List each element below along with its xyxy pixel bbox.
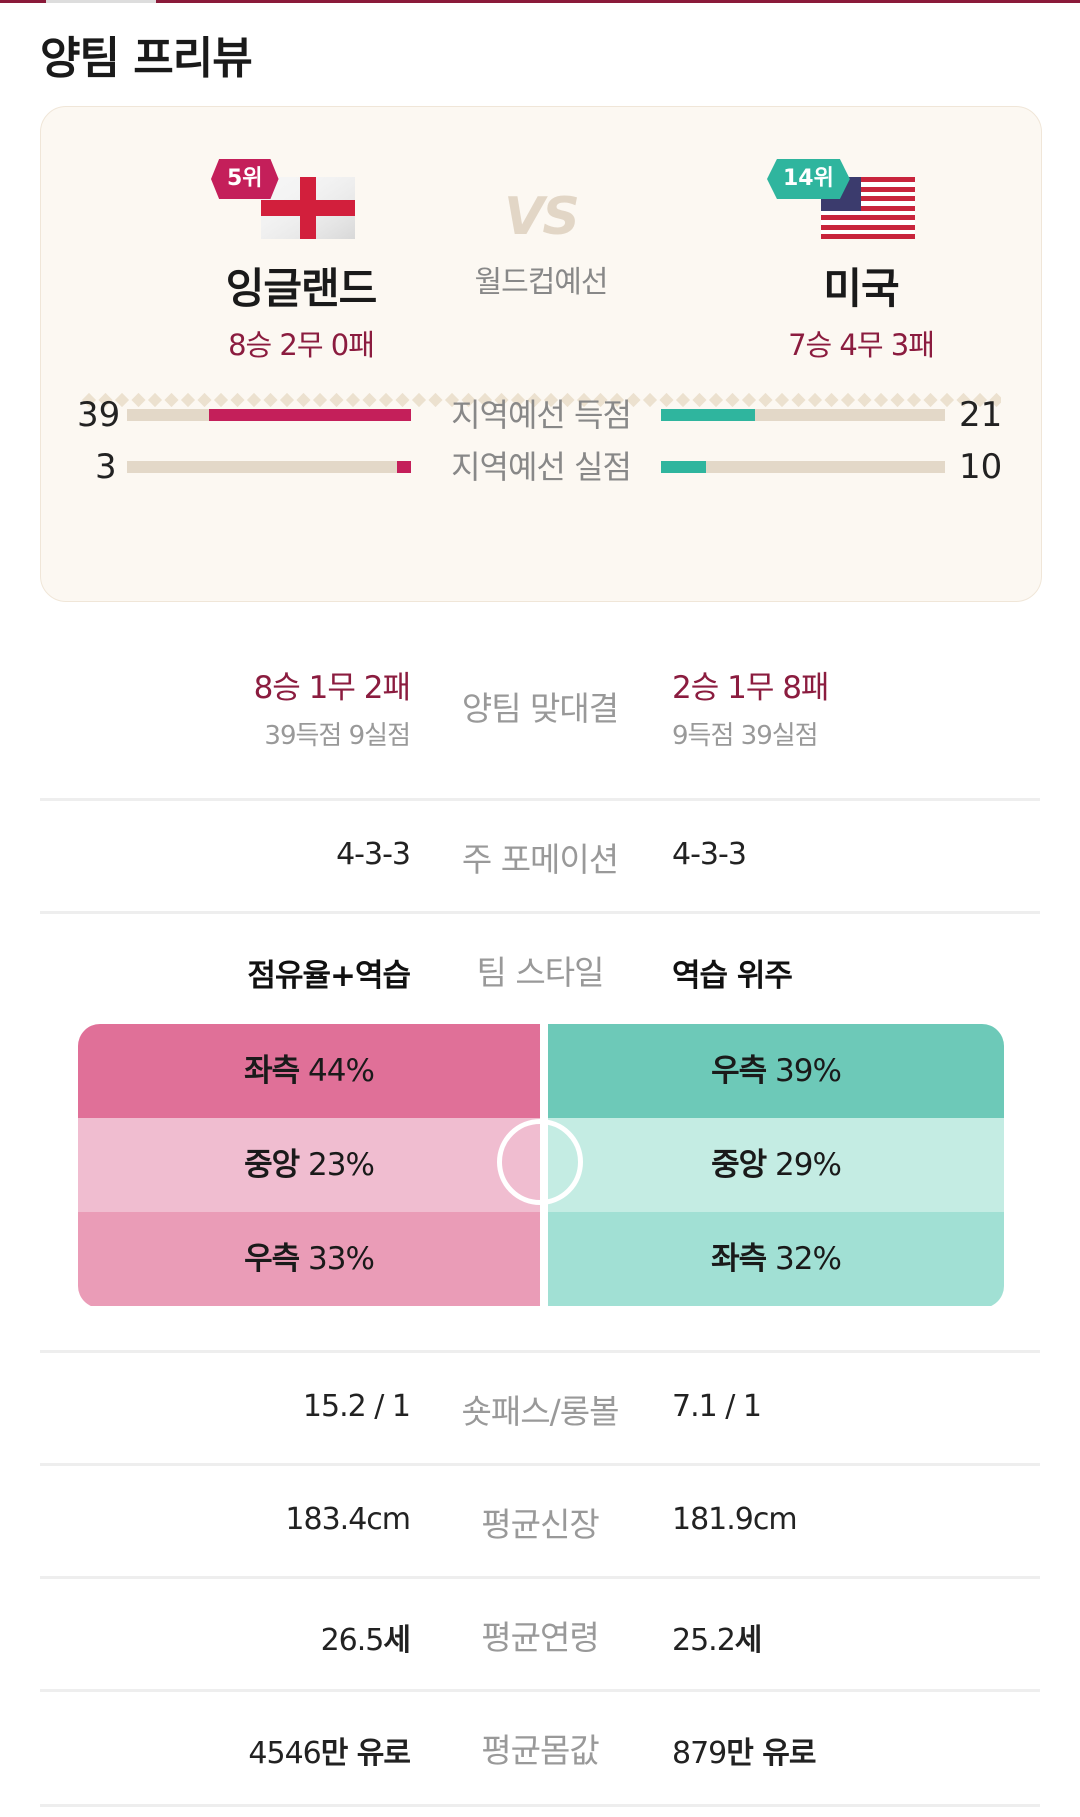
- pitch-center-circle-icon: [497, 1119, 583, 1205]
- away-goals-for-bar: [661, 409, 945, 421]
- away-attack-column: 우측 39% 중앙 29% 좌측 32%: [548, 1024, 1004, 1308]
- away-style: 역습 위주: [672, 958, 793, 994]
- home-goals-against: 3: [95, 447, 117, 487]
- competition-label: 월드컵예선: [474, 265, 609, 300]
- away-formation: 4-3-3: [672, 837, 747, 872]
- top-accent-bar: [0, 0, 1080, 3]
- head-to-head-label: 양팀 맞대결: [461, 689, 619, 728]
- away-team-record: 7승 4무 3패: [788, 328, 935, 362]
- away-attack-right: 우측 39%: [548, 1024, 1004, 1118]
- avg-age-row: 26.5세 평균연령 25.2세: [40, 1576, 1040, 1691]
- home-h2h-goals: 39득점 9실점: [264, 721, 411, 751]
- home-goals-against-bar: [127, 461, 411, 473]
- avg-age-label: 평균연령: [481, 1618, 599, 1657]
- england-flag-icon: [261, 177, 355, 239]
- avg-height-label: 평균신장: [481, 1505, 599, 1544]
- home-goals-for-bar: [127, 409, 411, 421]
- away-avg-height: 181.9cm: [672, 1502, 798, 1537]
- away-goals-for: 21: [959, 395, 1003, 435]
- dotted-divider: [81, 392, 1001, 408]
- pass-ratio-label: 숏패스/롱볼: [461, 1392, 620, 1431]
- formation-row: 4-3-3 주 포메이션 4-3-3: [40, 798, 1040, 913]
- team-style-label: 팀 스타일: [476, 953, 605, 992]
- away-h2h-record: 2승 1무 8패: [672, 670, 829, 706]
- home-pass-ratio: 15.2 / 1: [302, 1389, 411, 1424]
- away-team[interactable]: 14위 미국 7승 4무 3패: [741, 159, 981, 364]
- home-rank-badge: 5위: [211, 159, 279, 199]
- pass-ratio-row: 15.2 / 1 숏패스/롱볼 7.1 / 1: [40, 1350, 1040, 1465]
- home-team-record: 8승 2무 0패: [228, 328, 375, 362]
- team-style-row: 점유율+역습 팀 스타일 역습 위주: [40, 911, 1040, 1024]
- home-team-name: 잉글랜드: [225, 264, 378, 313]
- home-style: 점유율+역습: [247, 958, 411, 994]
- top-tab-indicator: [46, 0, 156, 3]
- avg-value-label: 평균몸값: [481, 1731, 599, 1770]
- home-avg-age: 26.5세: [320, 1623, 411, 1658]
- away-attack-center: 중앙 29%: [548, 1118, 1004, 1212]
- home-attack-right: 우측 33%: [78, 1212, 540, 1306]
- home-attack-column: 좌측 44% 중앙 23% 우측 33%: [78, 1024, 540, 1308]
- away-attack-left: 좌측 32%: [548, 1212, 1004, 1306]
- home-attack-left: 좌측 44%: [78, 1024, 540, 1118]
- home-h2h-record: 8승 1무 2패: [253, 670, 411, 706]
- away-goals-against-bar: [661, 461, 945, 473]
- avg-height-row: 183.4cm 평균신장 181.9cm: [40, 1463, 1040, 1578]
- home-goals-for: 39: [77, 395, 121, 435]
- page-title: 양팀 프리뷰: [40, 33, 253, 84]
- match-card: 5위 잉글랜드 8승 2무 0패 VS 월드컵예선 14위 미국 7승 4무 3…: [40, 106, 1042, 602]
- away-pass-ratio: 7.1 / 1: [672, 1389, 762, 1424]
- home-attack-center: 중앙 23%: [78, 1118, 540, 1212]
- away-team-name: 미국: [823, 264, 899, 313]
- away-rank-badge: 14위: [767, 159, 850, 199]
- goals-for-label: 지역예선 득점: [451, 396, 632, 434]
- goals-against-label: 지역예선 실점: [451, 448, 632, 486]
- home-avg-height: 183.4cm: [285, 1502, 411, 1537]
- head-to-head-row: 8승 1무 2패 39득점 9실점 양팀 맞대결 2승 1무 8패 9득점 39…: [40, 658, 1040, 798]
- away-h2h-goals: 9득점 39실점: [672, 721, 819, 751]
- away-avg-age: 25.2세: [672, 1623, 762, 1658]
- usa-flag-icon: [821, 177, 915, 239]
- formation-label: 주 포메이션: [461, 840, 619, 879]
- avg-value-row: 4546만 유로 평균몸값 879만 유로: [40, 1689, 1040, 1807]
- stat-row-goals-for: 39 지역예선 득점 21: [41, 395, 1041, 435]
- stat-row-goals-against: 3 지역예선 실점 10: [41, 447, 1041, 487]
- away-avg-value: 879만 유로: [672, 1736, 817, 1771]
- attack-direction-panel: 좌측 44% 중앙 23% 우측 33% 우측 39% 중앙 29% 좌측 32…: [78, 1024, 1004, 1308]
- home-formation: 4-3-3: [336, 837, 411, 872]
- home-avg-value: 4546만 유로: [248, 1736, 411, 1771]
- home-team[interactable]: 5위 잉글랜드 8승 2무 0패: [181, 159, 421, 364]
- away-goals-against: 10: [959, 447, 1003, 487]
- vs-label: VS: [504, 187, 580, 247]
